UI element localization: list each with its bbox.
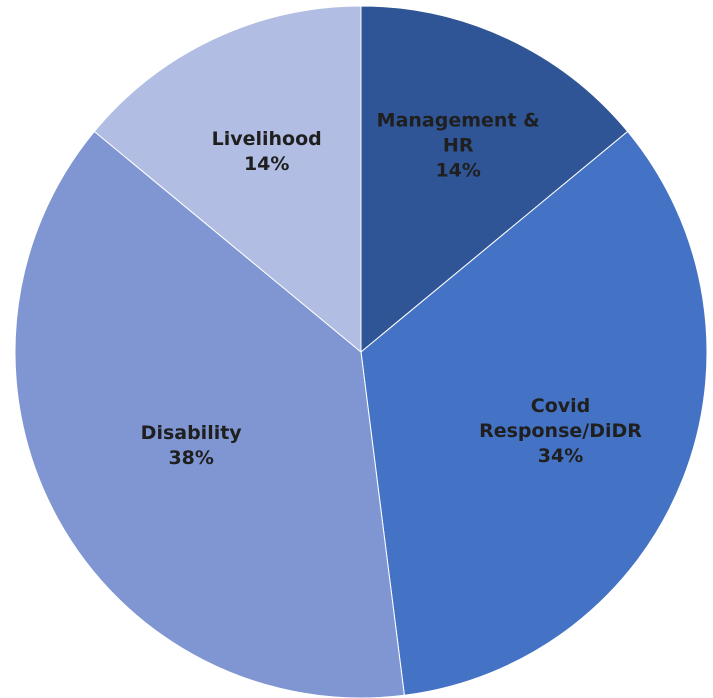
slice-value-label: 38%: [168, 447, 213, 469]
slice-value-label: 14%: [435, 159, 480, 181]
slice-label: Covid Response/DiDR 34%: [479, 395, 642, 467]
slice-label: Livelihood 14%: [212, 128, 322, 175]
slice-category-label: Livelihood: [212, 128, 322, 150]
pie-slice: [93, 5, 362, 354]
slice-category-label: HR: [443, 134, 474, 156]
slice-category-label: Response/DiDR: [479, 420, 642, 442]
pie-slice: [14, 130, 405, 698]
slice-category-label: Covid: [531, 395, 591, 417]
slice-category-label: Disability: [141, 422, 243, 444]
pie-slice: [360, 5, 629, 354]
pie-slice: [360, 130, 708, 696]
pie-slices: [14, 5, 708, 698]
slice-value-label: 34%: [538, 445, 583, 467]
slice-label: Management & HR 14%: [377, 109, 540, 181]
slice-category-label: Management &: [377, 109, 540, 131]
slice-label: Disability 38%: [141, 422, 243, 469]
slice-value-label: 14%: [244, 153, 289, 175]
slice-labels: Management & HR 14% Covid Response/DiDR 34% Di…: [141, 109, 643, 468]
